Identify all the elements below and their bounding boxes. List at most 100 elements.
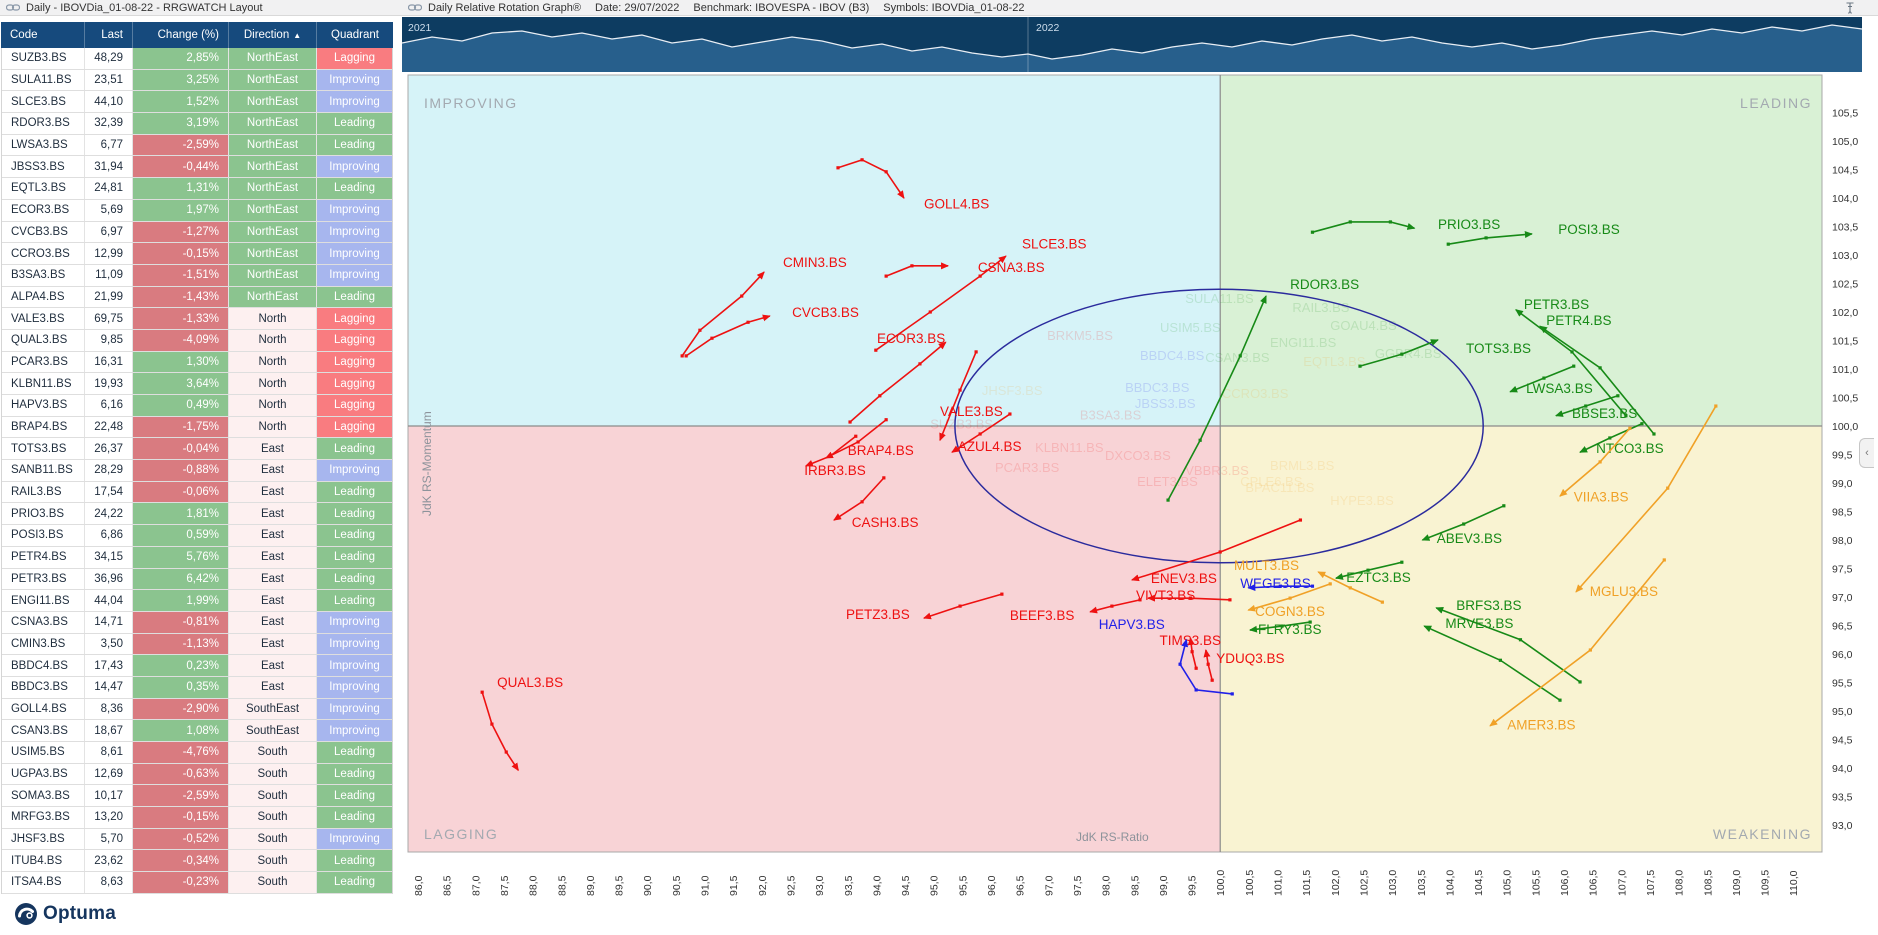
ghost-stock-label: ENGI11.BS	[1270, 335, 1337, 350]
column-header-direction[interactable]: Direction ▲	[229, 22, 317, 48]
column-header-last[interactable]: Last	[85, 22, 133, 48]
table-row[interactable]: PETR3.BS 36,96 6,42% East Leading	[2, 568, 392, 591]
ghost-stock-label: SULA11.BS	[1185, 291, 1254, 306]
table-row[interactable]: SOMA3.BS 10,17 -2,59% South Leading	[2, 785, 392, 808]
trail-node	[874, 348, 878, 352]
x-tick-label: 91,0	[700, 875, 712, 896]
direction-cell: NorthEast	[229, 69, 317, 91]
trail-node	[878, 394, 882, 398]
direction-cell: NorthEast	[229, 264, 317, 286]
quadrant-cell: Improving	[317, 221, 392, 243]
table-row[interactable]: CVCB3.BS 6,97 -1,27% NorthEast Improving	[2, 221, 392, 244]
table-row[interactable]: TOTS3.BS 26,37 -0,04% East Leading	[2, 438, 392, 461]
trail-node	[1624, 414, 1628, 418]
ghost-stock-label: JBSS3.BS	[1135, 396, 1196, 411]
direction-cell: East	[229, 481, 317, 503]
table-row[interactable]: CSAN3.BS 18,67 1,08% SouthEast Improving	[2, 720, 392, 742]
x-tick-label: 89,0	[585, 875, 597, 896]
direction-cell: North	[229, 351, 317, 373]
table-row[interactable]: QUAL3.BS 9,85 -4,09% North Lagging	[2, 329, 392, 352]
table-row[interactable]: LWSA3.BS 6,77 -2,59% NorthEast Leading	[2, 134, 392, 157]
stock-label: PETR4.BS	[1546, 313, 1611, 328]
rrg-titlebar[interactable]: Daily Relative Rotation Graph® Date: 29/…	[402, 0, 1878, 16]
trail-node	[1598, 366, 1602, 370]
code-cell: SUZB3.BS	[2, 48, 85, 69]
table-row[interactable]: ECOR3.BS 5,69 1,97% NorthEast Improving	[2, 199, 392, 222]
table-row[interactable]: CCRO3.BS 12,99 -0,15% NorthEast Improving	[2, 243, 392, 265]
watchlist-titlebar[interactable]: Daily - IBOVDia_01-08-22 - RRGWATCH Layo…	[0, 0, 402, 16]
quadrant-cell: Improving	[317, 611, 392, 633]
column-header-change[interactable]: Change (%)	[133, 22, 229, 48]
quadrant-cell: Lagging	[317, 329, 392, 351]
table-row[interactable]: BBDC4.BS 17,43 0,23% East Improving	[2, 655, 392, 677]
quadrant-cell: Lagging	[317, 373, 392, 394]
direction-cell: NorthEast	[229, 91, 317, 113]
table-row[interactable]: POSI3.BS 6,86 0,59% East Leading	[2, 525, 392, 547]
link-icon	[408, 4, 422, 11]
table-row[interactable]: SUZB3.BS 48,29 2,85% NorthEast Lagging	[2, 48, 392, 70]
table-row[interactable]: PETR4.BS 34,15 5,76% East Leading	[2, 546, 392, 569]
table-row[interactable]: CSNA3.BS 14,71 -0,81% East Improving	[2, 611, 392, 634]
ghost-stock-label: USIM5.BS	[1160, 320, 1221, 335]
table-row[interactable]: RDOR3.BS 32,39 3,19% NorthEast Leading	[2, 113, 392, 135]
trail-node	[1210, 678, 1214, 682]
change-cell: 1,08%	[133, 720, 229, 741]
table-row[interactable]: ALPA4.BS 21,99 -1,43% NorthEast Leading	[2, 286, 392, 309]
trail-node	[978, 432, 982, 436]
table-row[interactable]: KLBN11.BS 19,93 3,64% North Lagging	[2, 373, 392, 395]
column-header-code[interactable]: Code	[1, 22, 85, 48]
last-cell: 8,61	[85, 742, 133, 763]
pin-icon[interactable]	[1844, 2, 1856, 14]
table-row[interactable]: PRIO3.BS 24,22 1,81% East Leading	[2, 503, 392, 526]
table-row[interactable]: EQTL3.BS 24,81 1,31% NorthEast Leading	[2, 178, 392, 200]
stock-label: POSI3.BS	[1558, 222, 1620, 237]
y-tick-label: 103,0	[1832, 250, 1858, 262]
last-cell: 14,71	[85, 611, 133, 633]
x-tick-label: 110,0	[1788, 870, 1800, 896]
ghost-stock-label: SUZB3.BS	[930, 416, 993, 431]
table-row[interactable]: ITUB4.BS 23,62 -0,34% South Leading	[2, 850, 392, 873]
table-row[interactable]: USIM5.BS 8,61 -4,76% South Leading	[2, 742, 392, 764]
table-row[interactable]: PCAR3.BS 16,31 1,30% North Lagging	[2, 351, 392, 374]
stock-label: MULT3.BS	[1234, 558, 1299, 573]
collapse-panel-handle[interactable]: ‹	[1859, 438, 1874, 468]
trail-node	[1366, 568, 1370, 572]
code-cell: CSAN3.BS	[2, 720, 85, 741]
trail-node	[1518, 638, 1523, 642]
code-cell: SOMA3.BS	[2, 785, 85, 807]
last-cell: 24,22	[85, 503, 133, 525]
y-tick-label: 102,5	[1832, 279, 1858, 291]
table-row[interactable]: SULA11.BS 23,51 3,25% NorthEast Improving	[2, 69, 392, 92]
table-row[interactable]: VALE3.BS 69,75 -1,33% North Lagging	[2, 308, 392, 330]
table-row[interactable]: JBSS3.BS 31,94 -0,44% NorthEast Improving	[2, 156, 392, 179]
table-row[interactable]: SLCE3.BS 44,10 1,52% NorthEast Improving	[2, 91, 392, 114]
table-row[interactable]: SANB11.BS 28,29 -0,88% East Improving	[2, 460, 392, 482]
direction-cell: East	[229, 438, 317, 460]
trail-node	[918, 362, 922, 366]
table-row[interactable]: GOLL4.BS 8,36 -2,90% SouthEast Improving	[2, 698, 392, 721]
table-row[interactable]: JHSF3.BS 5,70 -0,52% South Improving	[2, 828, 392, 851]
table-row[interactable]: ENGI11.BS 44,04 1,99% East Leading	[2, 590, 392, 612]
last-cell: 36,96	[85, 568, 133, 590]
trail-node	[1542, 376, 1546, 380]
table-row[interactable]: RAIL3.BS 17,54 -0,06% East Leading	[2, 481, 392, 504]
ghost-stock-label: CPLE6.BS	[1240, 474, 1302, 489]
table-row[interactable]: HAPV3.BS 6,16 0,49% North Lagging	[2, 395, 392, 417]
table-row[interactable]: CMIN3.BS 3,50 -1,13% East Improving	[2, 633, 392, 656]
last-cell: 69,75	[85, 308, 133, 329]
table-row[interactable]: ITSA4.BS 8,63 -0,23% South Leading	[2, 872, 392, 894]
trail-node	[884, 418, 888, 422]
table-row[interactable]: B3SA3.BS 11,09 -1,51% NorthEast Improving	[2, 264, 392, 287]
table-row[interactable]: MRFG3.BS 13,20 -0,15% South Leading	[2, 807, 392, 829]
table-row[interactable]: UGPA3.BS 12,69 -0,63% South Leading	[2, 763, 392, 786]
improving-quadrant	[408, 75, 1221, 426]
direction-cell: South	[229, 872, 317, 893]
column-header-quadrant[interactable]: Quadrant	[331, 29, 379, 41]
rrg-chart-area[interactable]: SULA11.BS RAIL3.BS USIM5.BS GOAU4.BS ENGI11.…	[401, 17, 1878, 935]
table-row[interactable]: BRAP4.BS 22,48 -1,75% North Lagging	[2, 416, 392, 439]
last-cell: 22,48	[85, 416, 133, 438]
table-row[interactable]: BBDC3.BS 14,47 0,35% East Improving	[2, 676, 392, 699]
y-tick-label: 101,0	[1832, 364, 1858, 376]
code-cell: JBSS3.BS	[2, 156, 85, 178]
